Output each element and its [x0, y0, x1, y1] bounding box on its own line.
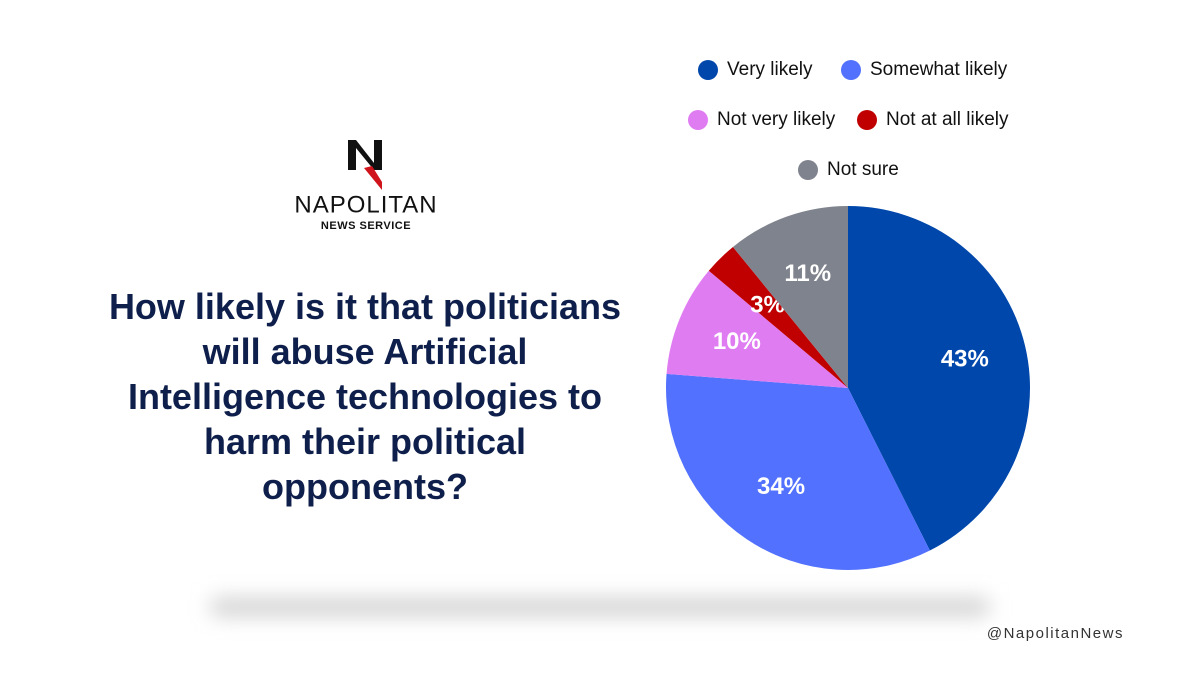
slice-label: 43%: [941, 346, 989, 373]
shadow: [210, 598, 990, 616]
legend-swatch: [798, 160, 818, 180]
legend-swatch: [841, 60, 861, 80]
pie-slice: [732, 206, 848, 388]
legend-swatch: [698, 60, 718, 80]
slice-label: 11%: [784, 260, 831, 287]
pie-slice: [848, 206, 1030, 551]
legend-label: Very likely: [727, 59, 813, 80]
brand-name: NAPOLITAN: [294, 191, 437, 218]
legend-swatch: [857, 110, 877, 130]
logo-mark: [348, 140, 382, 190]
slice-label: 34%: [757, 473, 805, 500]
brand-subtitle: NEWS SERVICE: [321, 220, 411, 232]
chart-title: How likely is it that politicians will a…: [108, 286, 622, 507]
pie-slice: [666, 270, 848, 388]
pie-slice: [708, 246, 848, 388]
legend-label: Not very likely: [717, 109, 836, 130]
slice-label: 10%: [713, 328, 761, 355]
pie-slice: [666, 373, 930, 570]
legend-swatch: [688, 110, 708, 130]
legend-label: Not sure: [827, 159, 899, 180]
handle: @NapolitanNews: [987, 625, 1124, 642]
legend-label: Somewhat likely: [870, 59, 1008, 80]
legend-label: Not at all likely: [886, 109, 1009, 130]
